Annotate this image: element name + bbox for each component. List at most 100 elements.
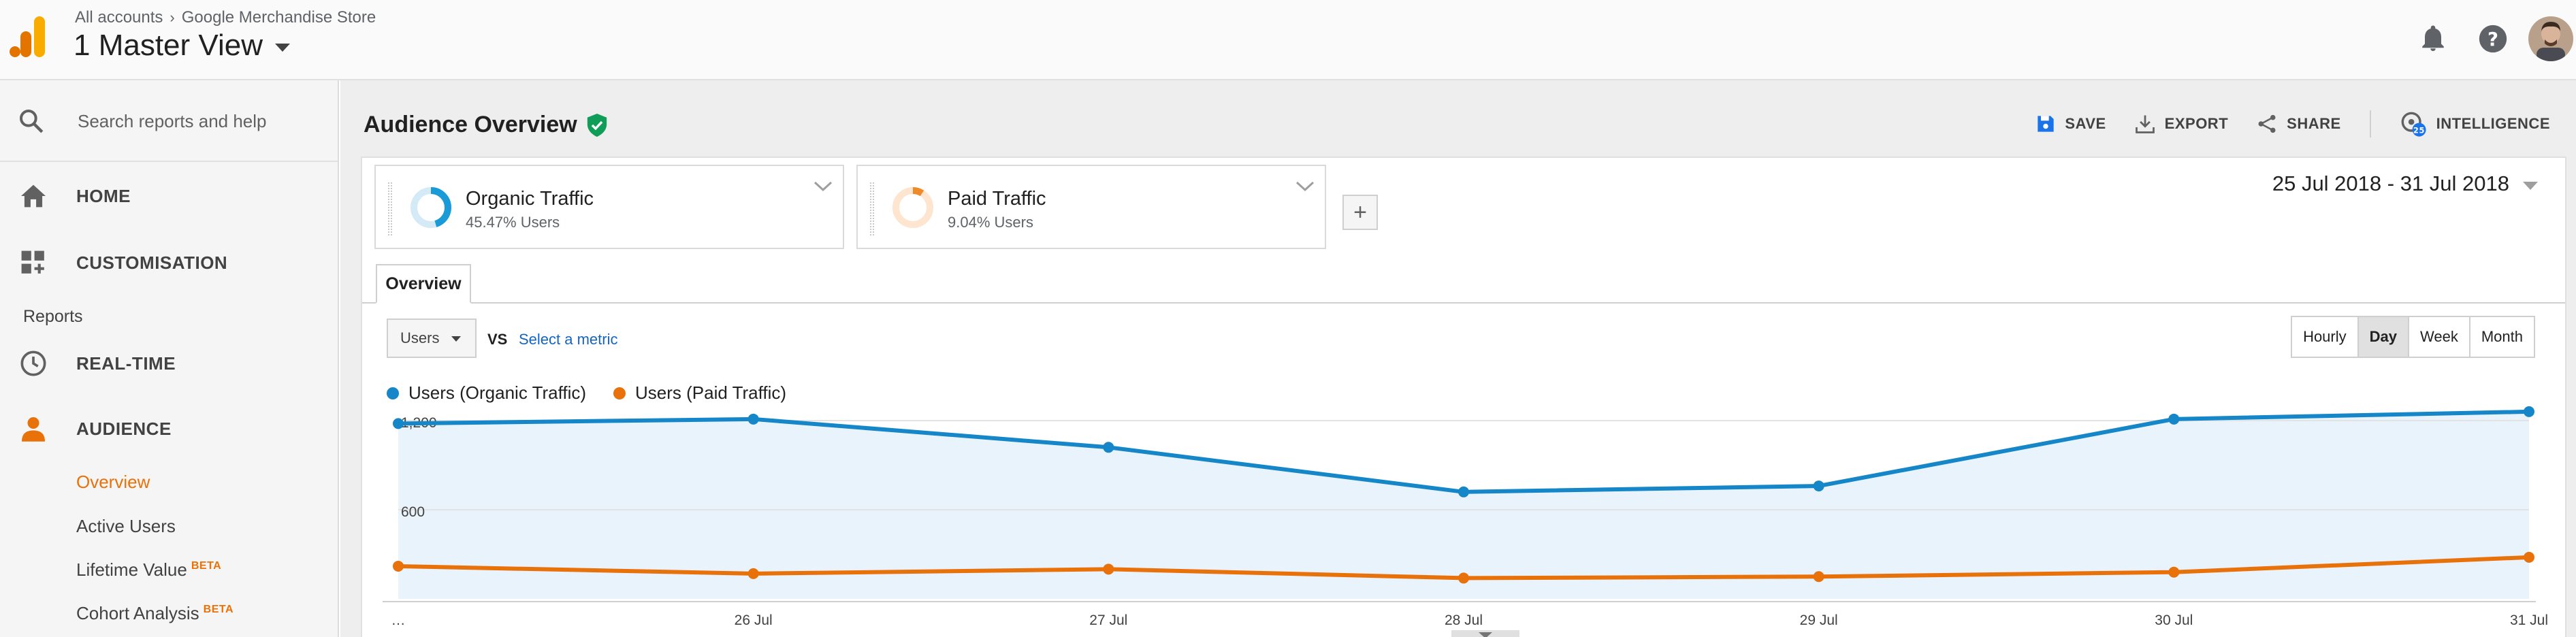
nav-customisation-label: CUSTOMISATION: [76, 252, 228, 273]
notifications-bell-icon[interactable]: [2411, 17, 2455, 61]
tab-divider: [362, 302, 2565, 304]
analytics-logo-icon[interactable]: [10, 15, 50, 59]
user-avatar[interactable]: [2528, 16, 2573, 61]
drag-handle-icon[interactable]: [870, 182, 874, 235]
legend-label: Users (Organic Traffic): [408, 382, 587, 403]
tab-overview[interactable]: Overview: [376, 264, 471, 304]
save-button[interactable]: SAVE: [2036, 114, 2106, 133]
svg-text:25: 25: [2413, 126, 2425, 135]
divider: [2369, 110, 2371, 137]
vs-label: VS: [487, 331, 508, 348]
home-icon: [19, 182, 48, 210]
breadcrumb-root[interactable]: All accounts: [75, 8, 163, 27]
search-icon: [20, 110, 44, 133]
data-point: [1813, 480, 1824, 492]
person-icon: [19, 414, 48, 443]
chevron-right-icon: ›: [170, 9, 175, 26]
page-title: Audience Overview: [364, 112, 607, 138]
save-label: SAVE: [2065, 115, 2106, 132]
segment-share: 9.04% Users: [948, 214, 1033, 231]
view-name: 1 Master View: [74, 29, 263, 62]
segment-name: Paid Traffic: [948, 188, 1046, 210]
data-point: [1813, 571, 1824, 583]
date-range-picker[interactable]: 25 Jul 2018 - 31 Jul 2018: [2272, 172, 2538, 196]
download-icon: [2135, 115, 2155, 133]
beta-badge: BETA: [191, 560, 222, 572]
intelligence-icon: 25: [2401, 112, 2426, 137]
drag-handle-icon[interactable]: [388, 182, 392, 235]
x-tick-label: …: [391, 612, 406, 628]
svg-text:?: ?: [2488, 29, 2498, 50]
cohort-analysis-link[interactable]: Cohort Analysis BETA: [76, 603, 234, 624]
segment-donut-paid: [892, 187, 933, 228]
legend-marker: [613, 387, 626, 399]
verified-shield-icon: [587, 113, 607, 137]
nav-home-label: HOME: [76, 185, 131, 206]
x-tick-label: 31 Jul: [2510, 612, 2548, 628]
data-point: [2524, 406, 2534, 417]
select-metric-link[interactable]: Select a metric: [519, 331, 618, 348]
chevron-down-icon[interactable]: [813, 180, 833, 193]
metric-select-value: Users: [400, 329, 440, 346]
share-icon: [2258, 114, 2276, 133]
main-content: Audience Overview SAVE EXPORT SHARE 25 I…: [340, 80, 2576, 637]
view-selector[interactable]: 1 Master View: [74, 29, 290, 63]
data-point: [1458, 572, 1469, 584]
segment-share: 45.47% Users: [466, 214, 560, 231]
search-bar: [0, 80, 338, 162]
beta-badge: BETA: [203, 604, 234, 616]
reports-section-label: Reports: [23, 307, 83, 326]
granularity-hourly[interactable]: Hourly: [2292, 317, 2357, 357]
data-point: [393, 560, 404, 572]
legend-item-paid[interactable]: Users (Paid Traffic): [613, 382, 786, 404]
breadcrumb-property[interactable]: Google Merchandise Store: [181, 8, 376, 27]
legend-label: Users (Paid Traffic): [635, 382, 787, 403]
save-icon: [2038, 116, 2055, 132]
x-tick-label: 30 Jul: [2155, 612, 2193, 628]
metric-select[interactable]: Users: [387, 318, 477, 358]
audience-overview-link[interactable]: Overview: [76, 472, 150, 493]
nav-customisation[interactable]: CUSTOMISATION: [0, 230, 338, 295]
nav-audience[interactable]: AUDIENCE: [0, 396, 338, 461]
granularity-day[interactable]: Day: [2357, 317, 2408, 357]
granularity-week[interactable]: Week: [2408, 317, 2469, 357]
nav-realtime[interactable]: REAL-TIME: [0, 331, 338, 396]
intelligence-label: INTELLIGENCE: [2436, 115, 2550, 132]
share-button[interactable]: SHARE: [2257, 114, 2341, 134]
segment-card-organic[interactable]: Organic Traffic 45.47% Users: [374, 165, 844, 249]
area-fill-organic: [398, 411, 2529, 599]
data-point: [2168, 413, 2180, 425]
nav-audience-label: AUDIENCE: [76, 418, 172, 439]
intelligence-button[interactable]: 25 INTELLIGENCE: [2400, 110, 2550, 137]
x-tick-label: 26 Jul: [735, 612, 773, 628]
chevron-down-icon[interactable]: [1295, 180, 1315, 193]
data-point: [747, 568, 759, 579]
export-label: EXPORT: [2164, 115, 2229, 132]
caret-down-icon: [1479, 632, 1492, 637]
legend-item-organic[interactable]: Users (Organic Traffic): [387, 382, 586, 404]
lifetime-value-link[interactable]: Lifetime Value BETA: [76, 559, 221, 581]
chart-legend: Users (Organic Traffic) Users (Paid Traf…: [387, 382, 814, 404]
data-point: [747, 413, 759, 425]
granularity-month[interactable]: Month: [2468, 317, 2534, 357]
x-tick-label: 28 Jul: [1445, 612, 1483, 628]
nav-home[interactable]: HOME: [0, 163, 338, 229]
search-input[interactable]: [78, 108, 323, 135]
customisation-grid-icon: [19, 248, 48, 277]
segment-donut-organic: [410, 187, 451, 228]
clock-icon: [19, 349, 48, 378]
caret-down-icon: [451, 336, 462, 342]
caret-down-icon: [274, 44, 290, 52]
segment-card-paid[interactable]: Paid Traffic 9.04% Users: [856, 165, 1326, 249]
granularity-toggle: Hourly Day Week Month: [2291, 316, 2535, 358]
active-users-link[interactable]: Active Users: [76, 516, 176, 537]
add-segment-button[interactable]: +: [1342, 195, 1378, 230]
top-bar: All accounts › Google Merchandise Store …: [0, 0, 2576, 80]
help-icon[interactable]: ?: [2471, 17, 2515, 61]
audience-overview-label: Overview: [76, 472, 150, 492]
report-actions: SAVE EXPORT SHARE 25 INTELLIGENCE: [2008, 110, 2550, 137]
export-button[interactable]: EXPORT: [2135, 114, 2228, 134]
data-point: [1103, 564, 1114, 575]
sidebar: HOME CUSTOMISATION Reports REAL-TIME AUD…: [0, 80, 339, 637]
